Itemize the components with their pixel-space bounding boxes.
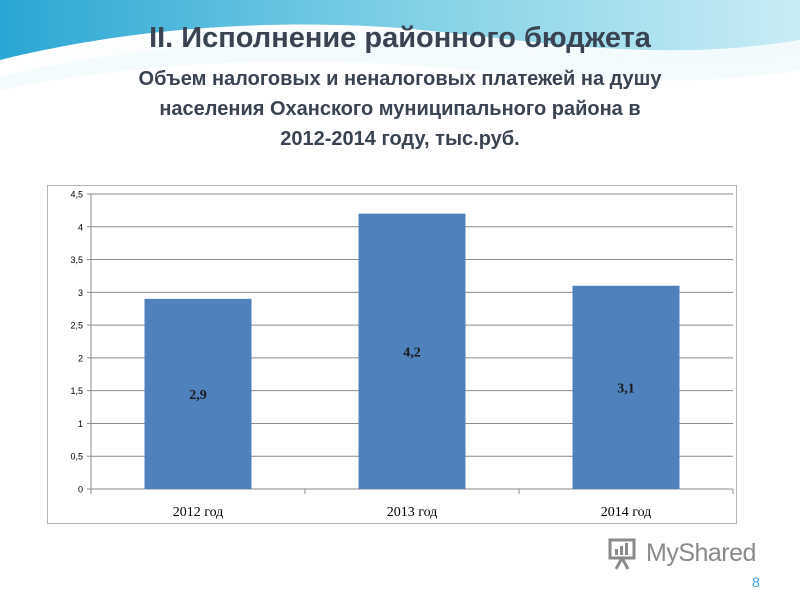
watermark: MyShared <box>606 537 766 571</box>
subtitle-line: населения Оханского муниципального район… <box>159 98 641 120</box>
x-tick-label: 2013 год <box>387 505 438 520</box>
y-tick-label: 1,5 <box>70 386 83 396</box>
watermark-text: MyShared <box>646 539 756 567</box>
header-wave-highlight <box>0 28 800 76</box>
y-tick-label: 1 <box>78 419 83 429</box>
y-tick-label: 0 <box>78 485 83 495</box>
chart-frame: 0 0,5 1 1,5 2 2,5 3 3,5 4 4,5 2,9 2012 год 4,2 2013 г… <box>47 185 737 524</box>
data-label: 2,9 <box>189 388 207 403</box>
slide-title: II. Исполнение районного бюджета <box>149 22 651 54</box>
slide-subtitle: Объем налоговых и неналоговых платежей н… <box>80 64 720 154</box>
y-tick-label: 3,5 <box>70 255 83 265</box>
data-label: 3,1 <box>617 381 635 396</box>
bar <box>144 298 252 489</box>
presentation-icon <box>608 538 636 570</box>
data-label: 4,2 <box>403 345 421 360</box>
subtitle-line: Объем налоговых и неналоговых платежей н… <box>138 68 662 90</box>
y-tick-label: 0,5 <box>70 452 83 462</box>
y-tick-label: 4,5 <box>70 190 83 200</box>
y-tick-label: 2,5 <box>70 321 83 331</box>
bar <box>358 213 466 489</box>
bar-chart: 0 0,5 1 1,5 2 2,5 3 3,5 4 4,5 2,9 2012 год 4,2 2013 г… <box>70 190 734 520</box>
header-wave <box>0 0 800 60</box>
x-tick-label: 2014 год <box>601 505 652 520</box>
y-tick-label: 4 <box>78 222 83 232</box>
y-tick-label: 2 <box>78 353 83 363</box>
page-number: 8 <box>752 574 760 590</box>
x-tick-label: 2012 год <box>173 505 224 520</box>
bar <box>572 285 680 489</box>
subtitle-line: 2012-2014 году, тыс.руб. <box>280 128 520 150</box>
y-tick-label: 3 <box>78 288 83 298</box>
header-wave-fade <box>0 42 800 90</box>
